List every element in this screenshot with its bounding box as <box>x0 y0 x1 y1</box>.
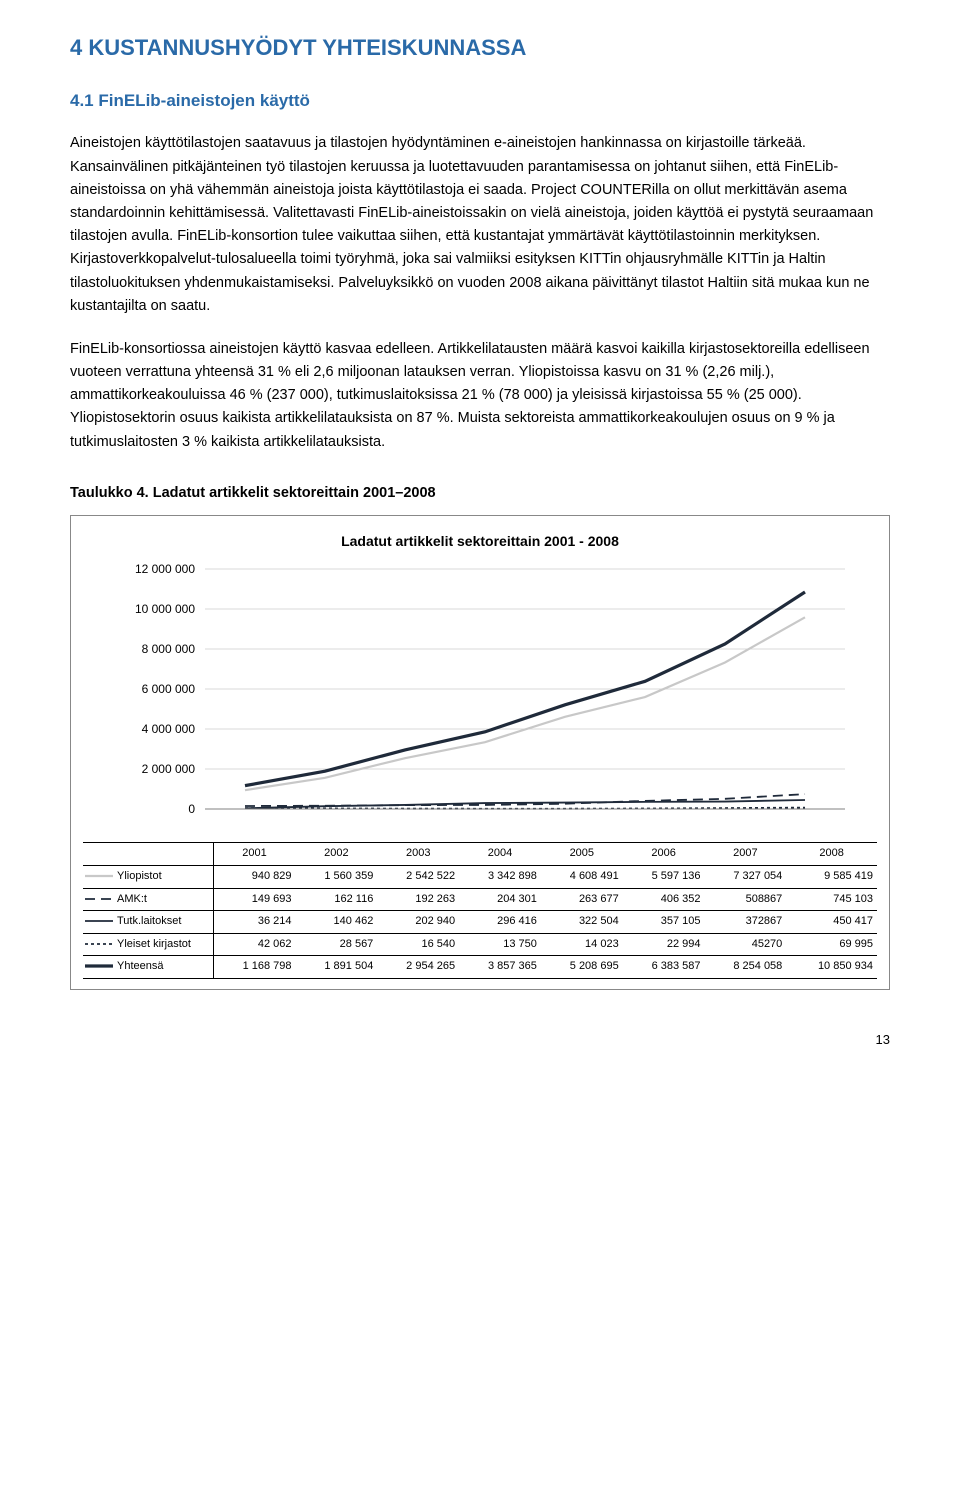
year-header: 2002 <box>296 843 378 866</box>
data-cell: 322 504 <box>541 911 623 934</box>
y-axis-label: 12 000 000 <box>135 564 195 576</box>
data-cell: 4 608 491 <box>541 865 623 888</box>
data-cell: 14 023 <box>541 933 623 956</box>
data-cell: 1 168 798 <box>213 956 296 979</box>
data-cell: 5 208 695 <box>541 956 623 979</box>
series-AMK:t <box>245 794 805 806</box>
data-cell: 357 105 <box>623 911 705 934</box>
year-header: 2003 <box>377 843 459 866</box>
data-cell: 13 750 <box>459 933 541 956</box>
data-cell: 202 940 <box>377 911 459 934</box>
data-cell: 140 462 <box>296 911 378 934</box>
data-cell: 9 585 419 <box>786 865 877 888</box>
legend-swatch-icon <box>85 871 113 881</box>
legend-label: Yliopistot <box>117 870 162 882</box>
data-cell: 7 327 054 <box>705 865 787 888</box>
legend-label: AMK:t <box>117 893 147 905</box>
legend-swatch-icon <box>85 961 113 971</box>
legend-swatch-icon <box>85 939 113 949</box>
data-cell: 16 540 <box>377 933 459 956</box>
data-cell: 372867 <box>705 911 787 934</box>
year-header: 2004 <box>459 843 541 866</box>
data-cell: 192 263 <box>377 888 459 911</box>
data-cell: 45270 <box>705 933 787 956</box>
y-axis-label: 4 000 000 <box>142 722 196 736</box>
table-row: Tutk.laitokset 36 214140 462202 940296 41… <box>83 911 877 934</box>
year-header: 2006 <box>623 843 705 866</box>
data-cell: 8 254 058 <box>705 956 787 979</box>
legend-label: Yhteensä <box>117 960 163 972</box>
data-cell: 162 116 <box>296 888 378 911</box>
legend-label: Yleiset kirjastot <box>117 938 191 950</box>
y-axis-label: 2 000 000 <box>142 762 196 776</box>
table-row: AMK:t 149 693162 116192 263204 301263 677… <box>83 888 877 911</box>
subsection-heading: 4.1 FinELib-aineistojen käyttö <box>70 87 890 114</box>
data-cell: 42 062 <box>213 933 296 956</box>
data-cell: 3 342 898 <box>459 865 541 888</box>
data-cell: 28 567 <box>296 933 378 956</box>
year-header: 2005 <box>541 843 623 866</box>
data-table: 20012002200320042005200620072008Yliopist… <box>83 842 877 979</box>
body-paragraph-2: FinELib-konsortiossa aineistojen käyttö … <box>70 338 890 454</box>
y-axis-label: 8 000 000 <box>142 642 196 656</box>
data-cell: 406 352 <box>623 888 705 911</box>
legend-swatch-icon <box>85 916 113 926</box>
series-Yliopistot <box>245 618 805 791</box>
data-cell: 450 417 <box>786 911 877 934</box>
chart-container: Ladatut artikkelit sektoreittain 2001 - … <box>70 515 890 990</box>
year-header: 2008 <box>786 843 877 866</box>
data-cell: 508867 <box>705 888 787 911</box>
data-cell: 149 693 <box>213 888 296 911</box>
y-axis-label: 0 <box>188 802 195 816</box>
data-cell: 2 954 265 <box>377 956 459 979</box>
page-number: 13 <box>70 1030 890 1051</box>
data-cell: 204 301 <box>459 888 541 911</box>
table-caption: Taulukko 4. Ladatut artikkelit sektoreit… <box>70 482 890 505</box>
data-cell: 69 995 <box>786 933 877 956</box>
data-cell: 745 103 <box>786 888 877 911</box>
legend-label: Tutk.laitokset <box>117 915 181 927</box>
table-row: Yliopistot 940 8291 560 3592 542 5223 342… <box>83 865 877 888</box>
data-cell: 6 383 587 <box>623 956 705 979</box>
data-cell: 10 850 934 <box>786 956 877 979</box>
year-header: 2007 <box>705 843 787 866</box>
data-cell: 940 829 <box>213 865 296 888</box>
y-axis-label: 6 000 000 <box>142 682 196 696</box>
table-row: Yleiset kirjastot 42 06228 56716 54013 75… <box>83 933 877 956</box>
year-header: 2001 <box>213 843 296 866</box>
data-cell: 2 542 522 <box>377 865 459 888</box>
data-cell: 36 214 <box>213 911 296 934</box>
body-paragraph-1: Aineistojen käyttötilastojen saatavuus j… <box>70 132 890 318</box>
data-cell: 1 891 504 <box>296 956 378 979</box>
data-cell: 22 994 <box>623 933 705 956</box>
table-row: Yhteensä 1 168 7981 891 5042 954 2653 857… <box>83 956 877 979</box>
legend-swatch-icon <box>85 894 113 904</box>
line-chart: 0 2 000 000 4 000 000 6 000 000 8 000 000 10 … <box>95 564 865 834</box>
data-cell: 5 597 136 <box>623 865 705 888</box>
data-cell: 1 560 359 <box>296 865 378 888</box>
data-cell: 296 416 <box>459 911 541 934</box>
chart-title: Ladatut artikkelit sektoreittain 2001 - … <box>83 530 877 552</box>
section-heading: 4 KUSTANNUSHYÖDYT YHTEISKUNNASSA <box>70 30 890 65</box>
data-cell: 3 857 365 <box>459 956 541 979</box>
data-cell: 263 677 <box>541 888 623 911</box>
y-axis-label: 10 000 000 <box>135 602 195 616</box>
